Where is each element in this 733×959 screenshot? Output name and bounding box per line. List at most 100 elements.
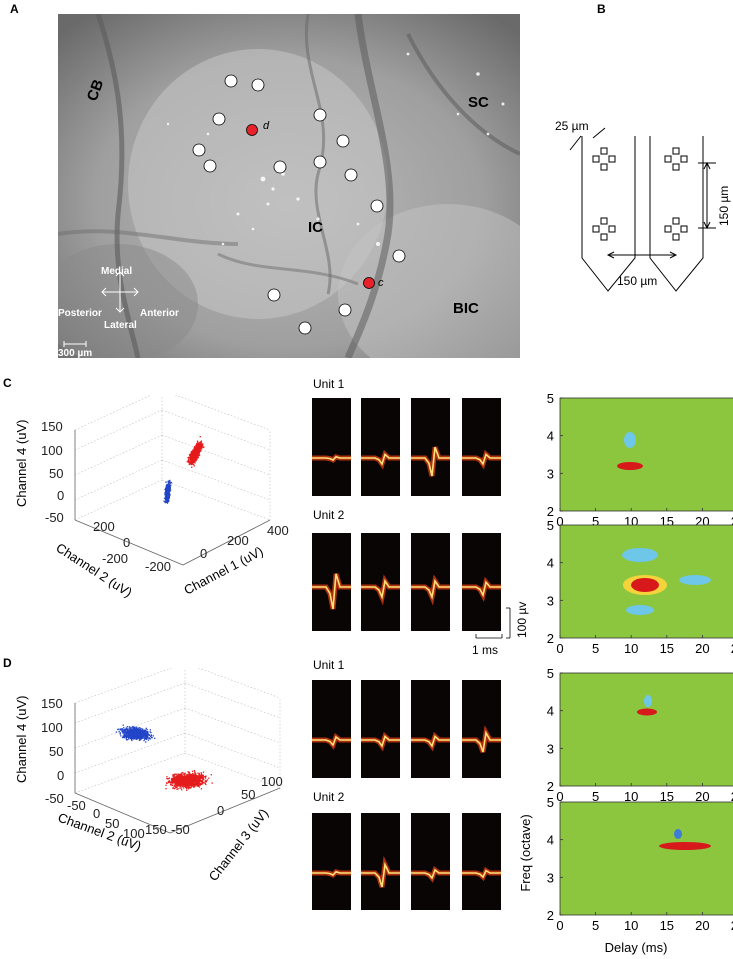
- d-y-tick-0: -50: [171, 822, 190, 837]
- cluster-point: [150, 734, 152, 737]
- cluster-point: [192, 462, 194, 464]
- height-label: 150 µm: [717, 186, 731, 226]
- compass-lateral: Lateral: [104, 320, 137, 331]
- cluster-point: [204, 782, 206, 785]
- cluster-point: [126, 729, 128, 731]
- strf-y-tick: 4: [547, 833, 554, 848]
- c-z-tick-1: 100: [41, 443, 63, 458]
- d-zlabel: Channel 4 (uV): [14, 696, 29, 783]
- cluster-point: [200, 448, 203, 450]
- cluster-point: [176, 774, 178, 776]
- cluster-point: [180, 782, 182, 784]
- probe-shank-right: [649, 136, 704, 292]
- cluster-point: [166, 501, 168, 503]
- cluster-point: [190, 461, 192, 463]
- cluster-point: [182, 780, 184, 782]
- scale-time-label: 1 ms: [472, 643, 498, 657]
- cluster-point: [196, 447, 198, 449]
- d-z-tick-0: 150: [41, 696, 63, 711]
- cluster-point: [135, 728, 137, 730]
- cluster-point: [193, 449, 195, 451]
- strf-x-tick: 20: [695, 789, 709, 804]
- cluster-point: [194, 448, 197, 450]
- c-z-tick-3: 0: [57, 488, 64, 503]
- cluster-point: [197, 449, 199, 452]
- cluster-point: [142, 737, 144, 739]
- cluster-point: [190, 782, 192, 785]
- cluster-point: [190, 773, 193, 776]
- panel-label-d: D: [3, 656, 12, 670]
- cluster-point: [189, 457, 191, 459]
- cluster-point: [166, 486, 168, 488]
- cluster-point: [194, 776, 196, 778]
- cluster-point: [191, 462, 193, 464]
- cluster-point: [124, 736, 126, 738]
- cluster-point: [183, 777, 185, 779]
- cluster-point: [171, 782, 173, 784]
- cluster-point: [195, 781, 197, 783]
- cluster-point: [200, 774, 203, 776]
- cluster-point: [142, 728, 144, 730]
- cluster-point: [165, 491, 167, 494]
- c-z-tick-0: 150: [41, 419, 63, 434]
- cluster-point: [127, 733, 129, 735]
- cluster-point: [195, 775, 197, 777]
- cluster-point: [187, 775, 189, 778]
- cluster-point: [166, 491, 169, 493]
- cluster-point: [182, 771, 184, 774]
- cluster-point: [170, 489, 172, 491]
- strf-x-tick: 10: [624, 918, 638, 933]
- cluster-point: [188, 781, 190, 783]
- cluster-point: [135, 734, 137, 736]
- cluster-point: [139, 729, 141, 732]
- cluster-point: [197, 440, 199, 443]
- cluster-point: [138, 737, 140, 740]
- cluster-point: [188, 785, 190, 787]
- cluster-point: [197, 777, 199, 779]
- cluster-point: [181, 781, 183, 783]
- cluster-point: [179, 777, 181, 779]
- cluster-point: [131, 736, 133, 738]
- cluster-point: [122, 729, 124, 731]
- cluster-point: [177, 777, 180, 780]
- cluster-point: [119, 728, 122, 730]
- cluster-point: [188, 776, 190, 778]
- cluster-point: [193, 454, 195, 456]
- waveform-scale-bar: [475, 607, 511, 639]
- cluster-point: [189, 784, 192, 786]
- cluster-point: [167, 778, 169, 780]
- cluster-point: [199, 450, 201, 452]
- strf-x-tick: 25: [731, 514, 733, 529]
- c-z-tick-2: 50: [49, 466, 63, 481]
- cluster-point: [140, 731, 142, 733]
- cluster-point: [132, 729, 134, 731]
- cluster-point: [198, 777, 201, 779]
- c-x-tick-2: 200: [227, 533, 249, 548]
- cluster-point: [170, 781, 172, 783]
- cluster-point: [187, 460, 190, 462]
- cluster-point: [133, 728, 135, 730]
- strf-x-tick: 0: [556, 789, 563, 804]
- cluster-point: [169, 486, 171, 488]
- cluster-point: [167, 488, 170, 490]
- cluster-point: [147, 731, 149, 733]
- spacing-label: 25 µm: [555, 119, 589, 133]
- cluster-point: [194, 459, 196, 462]
- strf-y-tick: 2: [547, 908, 554, 923]
- cluster-point: [176, 781, 178, 783]
- cluster-point: [125, 737, 127, 740]
- strf-panel: [559, 672, 733, 787]
- cluster-point: [119, 733, 121, 735]
- panel-label-b: B: [597, 2, 606, 16]
- c-y-tick-2: 200: [93, 519, 115, 534]
- cluster-point: [144, 729, 146, 731]
- cluster-point: [143, 732, 145, 734]
- cluster-point: [164, 501, 166, 503]
- cluster-point: [200, 447, 202, 449]
- cluster-point: [129, 731, 131, 733]
- strf-blob: [674, 829, 682, 839]
- cluster-point: [165, 489, 167, 491]
- cluster-point: [187, 778, 190, 780]
- strf-blob: [626, 605, 654, 615]
- strf-blob: [631, 578, 659, 592]
